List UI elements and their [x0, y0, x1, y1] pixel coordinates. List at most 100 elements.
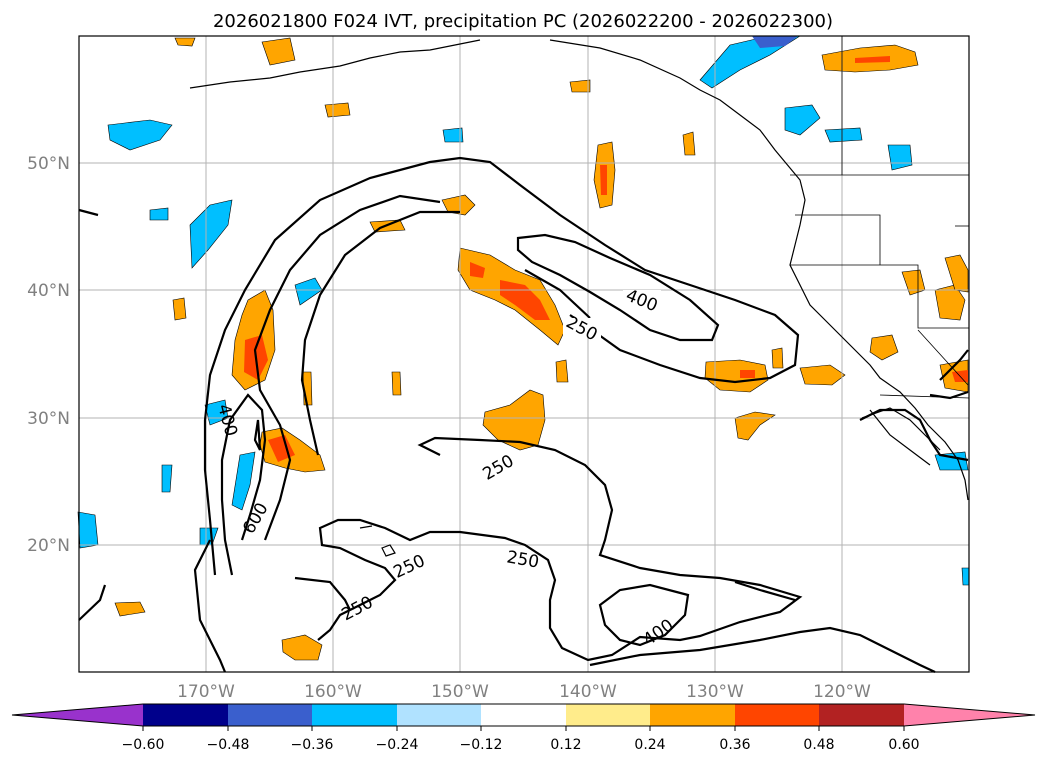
precip-patch — [189, 199, 233, 269]
precip-patch — [824, 127, 863, 143]
precip-patch — [887, 144, 913, 171]
precip-patch — [77, 511, 99, 549]
colorbar-segment — [819, 704, 904, 726]
colorbar-segment — [566, 704, 650, 726]
precip-patch — [784, 104, 821, 136]
ivt-contour-250 — [300, 210, 460, 456]
colorbar-tick-label: 0.60 — [888, 737, 919, 753]
colorbar-extend-high — [904, 704, 1035, 726]
precip-patch — [961, 567, 970, 586]
precip-patch — [231, 451, 256, 511]
contour-label-bg — [563, 318, 601, 338]
coastline-hawaii — [381, 544, 396, 557]
ivt-contour-600 — [220, 393, 267, 576]
ivt-contour-600 — [253, 419, 262, 451]
political-borders — [790, 36, 970, 399]
precip-patch — [555, 359, 569, 383]
figure-title: 2026021800 F024 IVT, precipitation PC (2… — [213, 11, 833, 32]
precip-patch — [470, 262, 485, 278]
precip-patch — [734, 411, 776, 441]
colorbar-ticks — [142, 726, 905, 731]
precip-patch — [855, 56, 890, 63]
colorbar-tick-label: 0.24 — [634, 737, 665, 753]
colorbar-segment — [228, 704, 312, 726]
precip-patch — [149, 207, 169, 221]
colorbar-segment — [735, 704, 819, 726]
colorbar-extend-low — [12, 704, 143, 726]
lon-label-120w: 120°W — [813, 682, 871, 702]
precip-patch — [441, 194, 476, 216]
colorbar-tick-label: 0.36 — [719, 737, 750, 753]
lat-label-50n: 50°N — [27, 154, 70, 174]
ivt-contour-400 — [516, 233, 720, 342]
precip-patch — [161, 464, 173, 493]
ivt-contour-250 — [734, 580, 796, 602]
precip-patch — [704, 359, 769, 393]
lon-labels: 170°W 160°W 150°W 140°W 130°W 120°W — [177, 682, 871, 702]
colorbar-tick-label: −0.36 — [291, 737, 334, 753]
ivt-contour-250 — [859, 408, 969, 462]
precip-patch — [752, 36, 798, 48]
precip-patch — [869, 334, 899, 361]
colorbar-segment — [397, 704, 481, 726]
precip-patch — [771, 347, 784, 369]
precip-patch — [600, 165, 607, 195]
precip-patch — [944, 254, 969, 293]
border-oregon — [795, 214, 881, 265]
colorbar-tick-label: −0.60 — [122, 737, 165, 753]
ivt-contour-250 — [589, 626, 936, 673]
lon-label-140w: 140°W — [559, 682, 617, 702]
precip-patch — [934, 284, 966, 321]
precip-patch — [114, 601, 146, 617]
coastline-hawaii — [359, 525, 373, 529]
map-background — [79, 36, 969, 672]
ivt-contour-400 — [598, 583, 690, 647]
border-california-nevada — [790, 264, 969, 329]
colorbar-tick-label: −0.48 — [207, 737, 250, 753]
lat-label-30n: 30°N — [27, 409, 70, 429]
lon-label-130w: 130°W — [686, 682, 744, 702]
precip-patch — [174, 37, 196, 47]
colorbar-tick-label: −0.24 — [376, 737, 419, 753]
lon-label-150w: 150°W — [431, 682, 489, 702]
colorbar-segment — [650, 704, 735, 726]
colorbar-tick-label: −0.12 — [460, 737, 503, 753]
precip-patch — [569, 79, 591, 93]
precip-patch — [172, 297, 187, 321]
lon-label-160w: 160°W — [304, 682, 362, 702]
ivt-contour-250 — [78, 584, 107, 621]
colorbar-segment — [481, 704, 566, 726]
ivt-contour-250 — [939, 349, 969, 381]
coastline-gulf — [869, 409, 931, 466]
precip-patch — [799, 364, 846, 386]
colorbar-tick-label: 0.12 — [550, 737, 581, 753]
ivt-contour-250 — [193, 539, 227, 673]
lon-label-170w: 170°W — [177, 682, 235, 702]
precip-patch — [281, 634, 323, 661]
precip-patch — [261, 37, 296, 66]
precip-patch — [391, 371, 402, 396]
colorbar-segment — [312, 704, 397, 726]
map-panel: 400 250 400 600 250 250 250 250 400 — [77, 35, 970, 673]
colorbar-segment — [143, 704, 228, 726]
precip-patch — [324, 102, 351, 118]
ivt-contour-250 — [203, 156, 800, 576]
precip-patch — [682, 131, 696, 156]
precip-patch — [740, 370, 755, 378]
ivt-contour-250 — [524, 269, 591, 319]
coastline-aleutians — [189, 39, 481, 89]
map-frame — [78, 35, 970, 673]
contour-label-bg — [623, 290, 661, 310]
border-nevada-arizona — [917, 329, 969, 386]
colorbar-tick-label: 0.48 — [803, 737, 834, 753]
ivt-contour-250 — [78, 208, 99, 217]
ivt-contour-250 — [317, 436, 803, 662]
colorbar: −0.60 −0.48 −0.36 −0.24 −0.12 0.12 0.24 … — [11, 703, 1036, 753]
lat-labels: 50°N 40°N 30°N 20°N — [27, 154, 70, 556]
ivt-contour-250 — [294, 576, 351, 611]
precip-patch — [107, 119, 173, 151]
lat-label-40n: 40°N — [27, 281, 70, 301]
precip-patch — [442, 127, 464, 143]
ivt-contour-250 — [929, 390, 969, 400]
